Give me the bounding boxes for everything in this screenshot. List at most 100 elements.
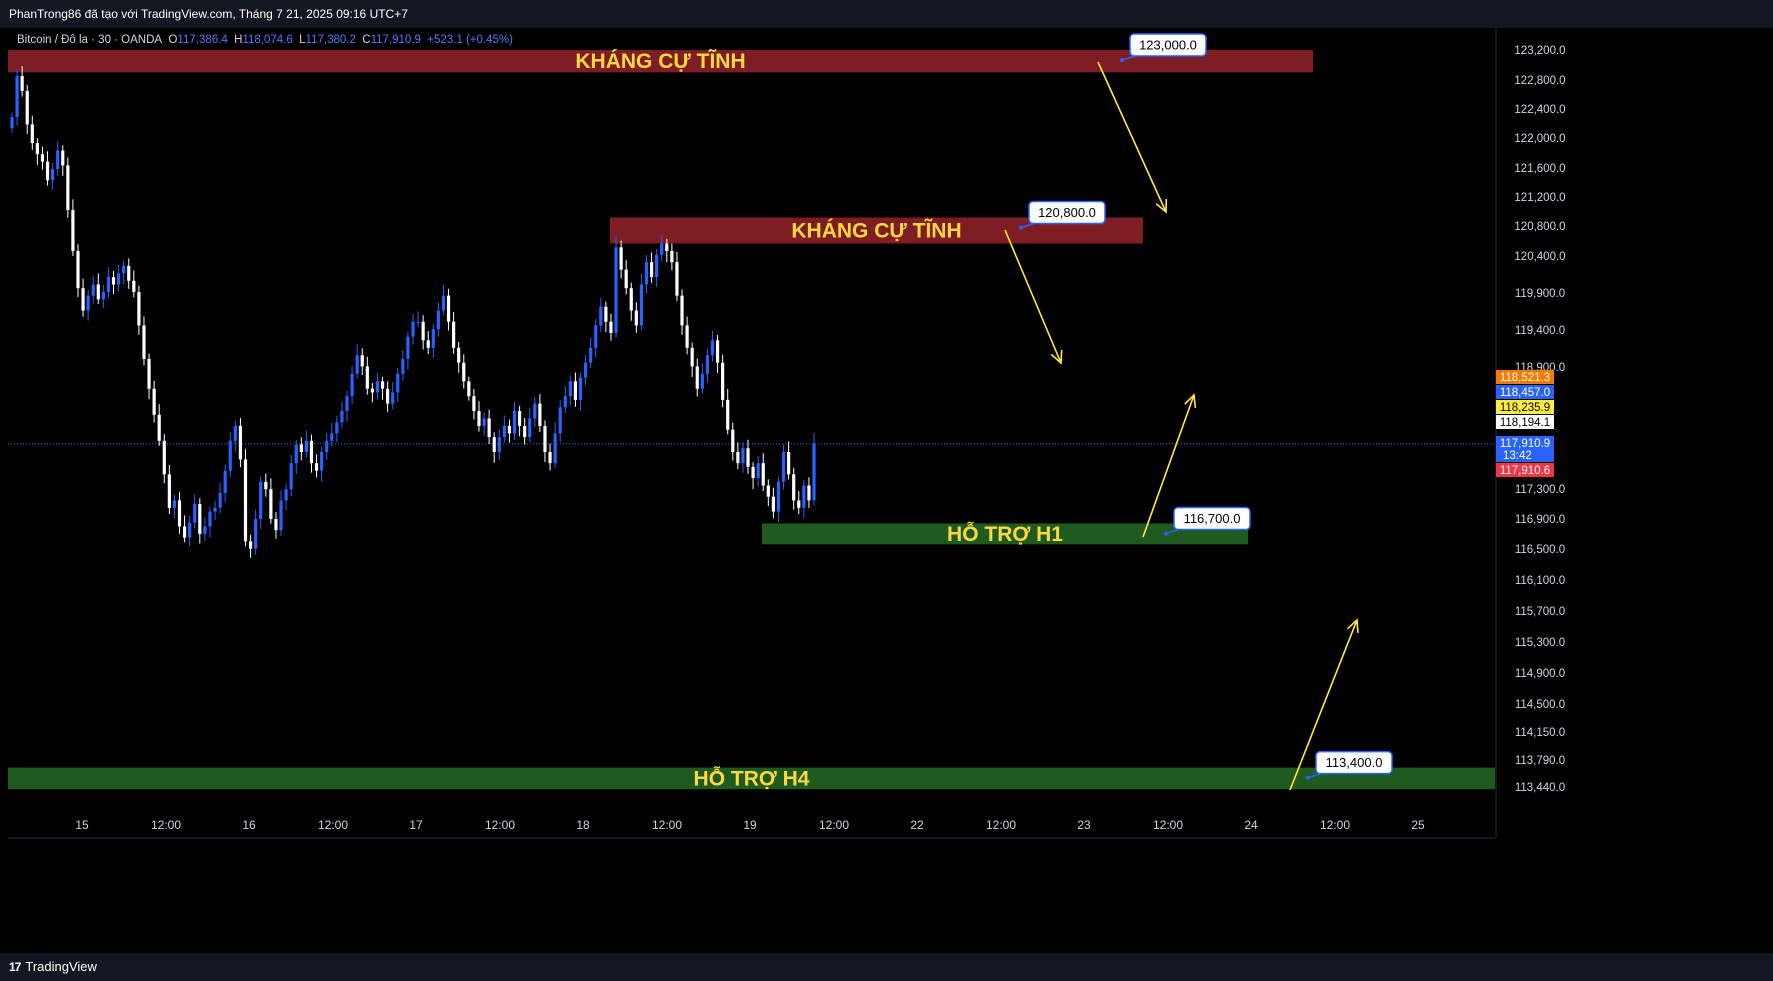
candle [477, 401, 481, 432]
candle [792, 467, 796, 510]
candle-body [335, 422, 339, 434]
y-tick-label: 116,900.0 [1515, 514, 1565, 526]
zone-label: KHÁNG CỰ TĨNH [791, 220, 961, 243]
candle [614, 236, 618, 338]
candle-body [436, 310, 440, 330]
candle [51, 162, 55, 190]
candle [76, 244, 80, 298]
candle [700, 363, 704, 394]
chart-frame[interactable] [8, 28, 1773, 953]
candle [787, 441, 791, 480]
candle [254, 509, 258, 556]
x-tick-label: 15 [75, 818, 89, 832]
candle-body [457, 347, 461, 363]
candle-body [213, 507, 217, 512]
candle [35, 138, 39, 166]
symbol-name[interactable]: Bitcoin / Đô la · 30 · OANDA [17, 34, 163, 46]
zone-rect [762, 523, 1248, 545]
callout-text: 116,700.0 [1184, 511, 1241, 526]
candle-body [304, 440, 309, 452]
candle [218, 482, 222, 514]
candle [665, 238, 669, 262]
y-tick-label: 121,200.0 [1514, 192, 1565, 204]
candle [106, 267, 111, 298]
candle [25, 84, 29, 135]
price-badge: 118,194.1 [1496, 415, 1554, 429]
candle-body [25, 90, 29, 125]
candle-body [243, 459, 248, 542]
candle-body [56, 150, 60, 170]
candle [705, 348, 710, 383]
price-callout: 120,800.0 [1019, 200, 1106, 230]
candle [91, 276, 95, 303]
candle [797, 491, 801, 515]
candle-body [182, 526, 187, 538]
candle-body [787, 452, 791, 475]
zone-rect [8, 50, 1313, 73]
candle-body [812, 443, 816, 501]
candle-body [771, 496, 775, 512]
candle [386, 381, 390, 412]
candle-body [274, 519, 278, 531]
candle [807, 477, 811, 508]
price-badge-value: 117,910.6 [1500, 465, 1550, 477]
candle [736, 442, 740, 470]
candle-body [492, 437, 496, 452]
candle-body [726, 399, 730, 430]
candle [355, 344, 359, 379]
candle-body [543, 425, 547, 452]
y-tick-label: 116,100.0 [1515, 575, 1565, 587]
candle-body [477, 411, 481, 426]
candle [177, 492, 182, 534]
y-tick-label: 121,600.0 [1514, 163, 1565, 175]
x-tick-label: 24 [1244, 818, 1258, 832]
arrow-head [1184, 393, 1197, 409]
price-badge-value: 118,235.9 [1500, 402, 1550, 414]
callout-anchor [1120, 58, 1124, 62]
candle-body [193, 504, 197, 523]
candle [274, 512, 278, 539]
arrow-head [1155, 198, 1168, 214]
candle-body [30, 124, 34, 144]
candle-body [172, 500, 177, 508]
candle [15, 68, 19, 126]
candle-body [96, 284, 100, 300]
candle-body [639, 284, 644, 326]
arrow-shaft [1142, 394, 1195, 538]
candle [30, 115, 34, 150]
candle-body [721, 362, 725, 400]
candle-body [467, 381, 471, 397]
candle-body [299, 444, 303, 452]
candle-body [132, 280, 136, 292]
candle [325, 433, 329, 460]
x-tick-label: 22 [910, 818, 924, 832]
y-tick-label: 117,300.0 [1515, 484, 1565, 496]
candle [553, 422, 557, 468]
open-label: O [168, 34, 178, 46]
candle-body [15, 76, 19, 117]
tradingview-brand[interactable]: 17 TradingView [9, 953, 97, 981]
candle [299, 437, 303, 461]
candle-body [792, 474, 796, 501]
candle-body [517, 411, 522, 426]
price-callout: 123,000.0 [1120, 33, 1207, 62]
candle-body [538, 403, 542, 426]
candle-body [20, 76, 24, 91]
candle [497, 429, 501, 461]
arrow-shaft [1289, 619, 1358, 791]
y-tick-label: 114,150.0 [1515, 727, 1565, 739]
candle-body [426, 340, 430, 348]
high-value: 118,074.6 [242, 34, 293, 46]
candle [604, 301, 608, 333]
candle-body [51, 169, 55, 181]
candle-body [441, 295, 446, 311]
candle-body [284, 489, 288, 501]
candle [812, 432, 816, 506]
x-tick-label: 12:00 [652, 818, 682, 832]
candle-body [228, 440, 232, 471]
candle-body [314, 463, 319, 471]
candle-body [573, 381, 578, 400]
brand-name: TradingView [25, 959, 97, 974]
candle [223, 464, 227, 503]
